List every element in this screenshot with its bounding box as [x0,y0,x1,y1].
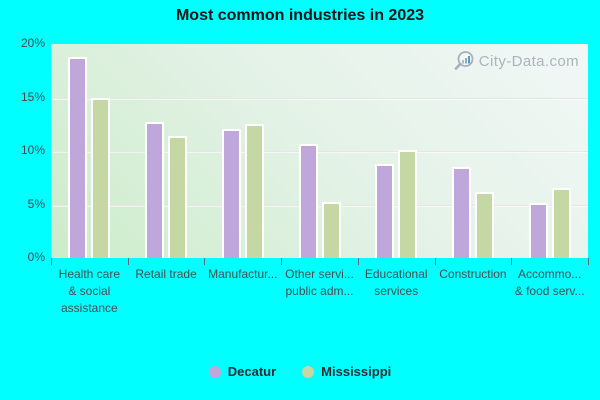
x-axis-tick [588,258,589,265]
x-axis-label-4: Other servi... public adm... [285,267,354,298]
bar-mississippi-1 [91,97,111,258]
x-axis-label-2: Retail trade [135,267,197,281]
bar-decatur-7 [528,203,548,258]
legend-swatch-icon [208,365,221,378]
legend-item-decatur: Decatur [208,364,277,379]
bar-decatur-3 [221,128,241,258]
watermark: City-Data.com [452,50,579,72]
gridline-10 [51,151,588,152]
bar-mississippi-2 [168,136,188,258]
x-axis-tick [434,258,436,265]
bar-decatur-2 [145,122,165,258]
chart-title: Most common industries in 2023 [175,7,425,24]
legend-label: Decatur [227,364,277,379]
y-axis-label-5: 5% [27,196,45,211]
bar-mississippi-4 [321,202,341,258]
y-axis-label-10: 10% [20,143,45,157]
bar-mississippi-6 [474,191,494,258]
x-axis-tick [204,258,206,265]
bar-decatur-6 [451,167,471,258]
x-axis-tick [281,258,283,265]
bar-decatur-5 [375,163,395,258]
bar-decatur-4 [298,143,318,258]
x-axis-tick [51,258,52,265]
bar-mississippi-3 [244,124,264,258]
x-axis-tick [127,258,129,265]
watermark-text: City-Data.com [478,52,579,70]
x-axis-label-6: Construction [439,267,507,281]
y-axis-label-20: 20% [20,36,45,50]
legend: Decatur Mississippi [0,364,600,379]
y-axis-label-15: 15% [20,89,45,104]
x-axis-tick [511,258,513,265]
x-axis-label-1: Health care & social assistance [58,267,121,315]
legend-label: Mississippi [321,364,392,379]
magnifier-chart-icon [452,50,476,72]
bar-mississippi-5 [398,149,418,258]
legend-item-mississippi: Mississippi [302,364,391,379]
x-axis-label-3: Manufactur... [208,267,278,281]
y-axis-label-0: 0% [27,250,45,264]
gridline-15 [51,97,588,99]
bar-decatur-1 [68,56,88,258]
x-axis-label-7: Accommo... & food serv... [514,267,585,298]
gridline-5 [51,204,588,206]
x-axis-tick [357,258,359,265]
plot-area: City-Data.com [51,44,588,258]
bar-mississippi-7 [551,188,571,258]
x-axis-label-5: Educational services [364,267,428,298]
legend-swatch-icon [302,365,315,378]
